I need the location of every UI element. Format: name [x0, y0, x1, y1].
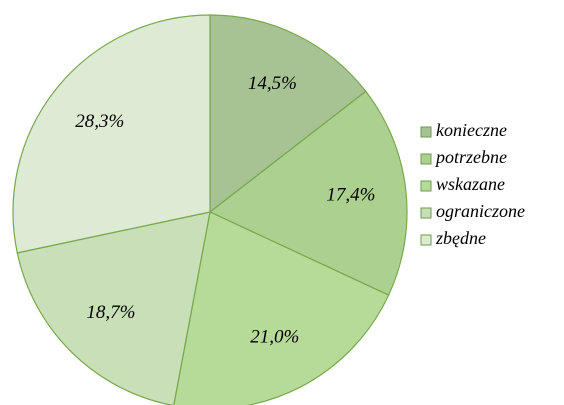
legend-label: ograniczone [436, 201, 525, 221]
data-label: 21,0% [250, 327, 299, 348]
pie-slice [16, 211, 211, 405]
legend-swatch [420, 180, 432, 192]
legend-label: wskazane [436, 174, 505, 194]
legend-label: konieczne [436, 120, 507, 140]
data-label: 28,3% [75, 111, 124, 132]
legend-label: zbędne [435, 228, 486, 248]
legend-swatch [420, 153, 432, 165]
legend-swatch [420, 234, 432, 246]
legend-swatch [420, 126, 432, 138]
pie-slice [209, 14, 367, 214]
pie-slice [12, 14, 211, 254]
pie-slice [173, 211, 390, 405]
legend-swatch [420, 207, 432, 219]
legend-label: potrzebne [434, 147, 507, 167]
data-label: 14,5% [248, 73, 297, 94]
data-label: 18,7% [86, 302, 135, 323]
data-label: 17,4% [326, 185, 375, 206]
pie-slice [208, 90, 408, 296]
